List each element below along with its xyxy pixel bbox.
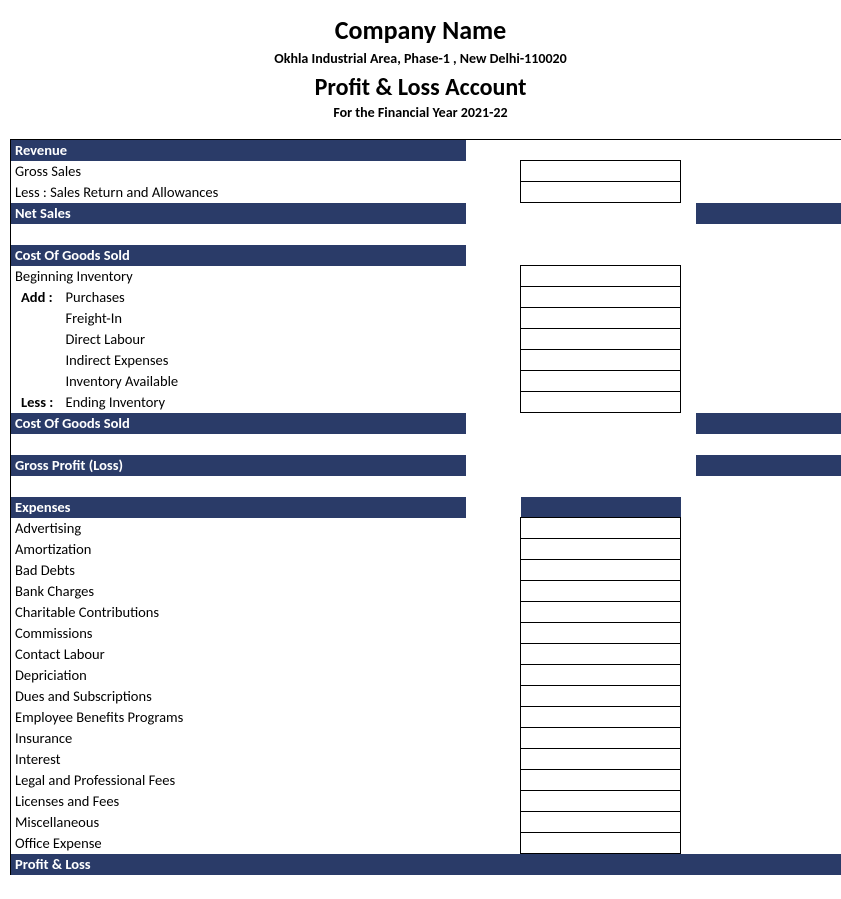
gross-profit-value: [696, 455, 841, 476]
expense-label: Contact Labour: [11, 644, 466, 665]
expense-label: Amortization: [11, 539, 466, 560]
expense-value[interactable]: [521, 539, 681, 560]
indirect-exp-value[interactable]: [521, 350, 681, 371]
expense-value[interactable]: [521, 623, 681, 644]
end-inv-value[interactable]: [521, 392, 681, 413]
pl-footer-label: Profit & Loss: [11, 854, 466, 875]
expense-value[interactable]: [521, 644, 681, 665]
indirect-exp-label: Indirect Expenses: [66, 350, 466, 371]
expense-label: Legal and Professional Fees: [11, 770, 466, 791]
expense-value[interactable]: [521, 707, 681, 728]
expense-label: Insurance: [11, 728, 466, 749]
direct-labour-value[interactable]: [521, 329, 681, 350]
cogs-total-value: [696, 413, 841, 434]
add-label: Add :: [11, 287, 66, 308]
company-address: Okhla Industrial Area, Phase-1 , New Del…: [10, 50, 831, 67]
pl-footer-val1: [521, 854, 681, 875]
expense-label: Licenses and Fees: [11, 791, 466, 812]
net-sales-label: Net Sales: [11, 203, 466, 224]
report-period: For the Financial Year 2021-22: [10, 104, 831, 121]
inv-avail-label: Inventory Available: [66, 371, 466, 392]
purchases-label: Purchases: [66, 287, 466, 308]
end-inv-label: Ending Inventory: [66, 392, 466, 413]
cogs-header: Cost Of Goods Sold: [11, 245, 466, 266]
expense-value[interactable]: [521, 812, 681, 833]
expense-label: Advertising: [11, 518, 466, 539]
pl-footer-val2: [696, 854, 841, 875]
gross-sales-value[interactable]: [521, 161, 681, 182]
expense-label: Employee Benefits Programs: [11, 707, 466, 728]
expense-value[interactable]: [521, 518, 681, 539]
expense-value[interactable]: [521, 791, 681, 812]
expense-label: Depriciation: [11, 665, 466, 686]
expense-label: Interest: [11, 749, 466, 770]
expense-value[interactable]: [521, 665, 681, 686]
expense-value[interactable]: [521, 728, 681, 749]
purchases-value[interactable]: [521, 287, 681, 308]
expenses-header-val1: [521, 497, 681, 518]
inv-avail-value[interactable]: [521, 371, 681, 392]
expense-value[interactable]: [521, 602, 681, 623]
beg-inv-label: Beginning Inventory: [11, 266, 466, 287]
revenue-header: Revenue: [11, 140, 466, 161]
report-title: Profit & Loss Account: [10, 73, 831, 102]
expense-label: Bank Charges: [11, 581, 466, 602]
less-label: Less :: [11, 392, 66, 413]
pl-table: Revenue Gross Sales Less : Sales Return …: [10, 139, 841, 875]
sales-return-value[interactable]: [521, 182, 681, 203]
beg-inv-value[interactable]: [521, 266, 681, 287]
expense-label: Miscellaneous: [11, 812, 466, 833]
sales-return-label: Less : Sales Return and Allowances: [11, 182, 466, 203]
gross-sales-label: Gross Sales: [11, 161, 466, 182]
expenses-header: Expenses: [11, 497, 466, 518]
expense-value[interactable]: [521, 560, 681, 581]
expense-value[interactable]: [521, 581, 681, 602]
expense-value[interactable]: [521, 833, 681, 854]
gross-profit-label: Gross Profit (Loss): [11, 455, 466, 476]
expense-label: Dues and Subscriptions: [11, 686, 466, 707]
freight-label: Freight-In: [66, 308, 466, 329]
expense-label: Commissions: [11, 623, 466, 644]
expense-value[interactable]: [521, 749, 681, 770]
cogs-total-label: Cost Of Goods Sold: [11, 413, 466, 434]
direct-labour-label: Direct Labour: [66, 329, 466, 350]
expense-value[interactable]: [521, 686, 681, 707]
expense-value[interactable]: [521, 770, 681, 791]
net-sales-value: [696, 203, 841, 224]
company-name: Company Name: [10, 14, 831, 46]
expense-label: Bad Debts: [11, 560, 466, 581]
expense-label: Charitable Contributions: [11, 602, 466, 623]
freight-value[interactable]: [521, 308, 681, 329]
expense-label: Office Expense: [11, 833, 466, 854]
report-header: Company Name Okhla Industrial Area, Phas…: [10, 14, 831, 121]
